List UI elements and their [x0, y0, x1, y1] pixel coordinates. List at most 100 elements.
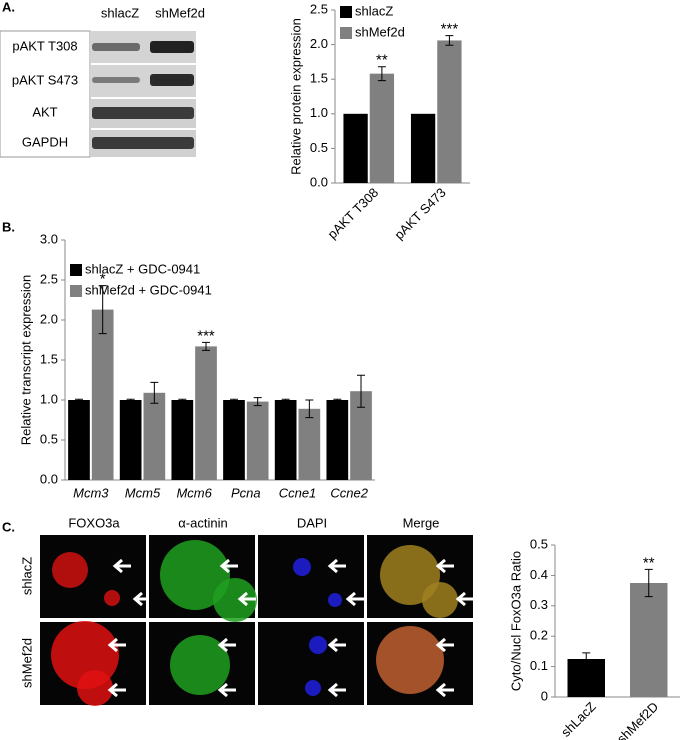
- bar: [437, 40, 462, 183]
- error-bar: [582, 652, 591, 666]
- error-bar: [178, 398, 187, 402]
- y-tick-label: 1.5: [40, 351, 58, 366]
- arrow: [217, 682, 228, 698]
- cell: [309, 636, 327, 654]
- y-tick-label: 3.0: [40, 231, 58, 246]
- error-bar: [126, 398, 135, 402]
- arrow: [435, 682, 446, 698]
- error-bar: [281, 398, 290, 402]
- blot-row: pAKT S473: [12, 72, 78, 87]
- y-axis-label: Relative protein expression: [288, 18, 303, 175]
- panel-label: B.: [2, 219, 15, 234]
- y-tick-label: 0: [541, 688, 548, 703]
- x-tick-label: Mcm3: [73, 485, 109, 500]
- x-tick-label: Ccne1: [279, 485, 317, 500]
- arrow: [435, 637, 446, 653]
- arrow: [132, 591, 143, 607]
- bar: [91, 309, 114, 480]
- micro-column: DAPI: [297, 515, 327, 530]
- bar: [369, 73, 395, 183]
- band: [92, 43, 140, 51]
- legend-label: shMef2d: [355, 24, 405, 39]
- y-tick-label: 0.5: [40, 431, 58, 446]
- y-tick-label: 0.0: [310, 174, 328, 189]
- error-bar: [229, 398, 238, 402]
- cell: [422, 582, 458, 618]
- western-blot: shlacZ shMef2d pAKT T308 pAKT S473 AKT G…: [0, 5, 205, 158]
- cell: [52, 552, 88, 588]
- x-tick-label: pAKT T308: [325, 185, 382, 242]
- bar: [350, 391, 372, 480]
- y-tick-label: 0.0: [40, 471, 58, 486]
- y-tick-label: 0.5: [310, 140, 328, 155]
- y-tick-label: 1.0: [40, 391, 58, 406]
- arrow: [107, 637, 118, 653]
- blot-column: shMef2d: [155, 5, 205, 20]
- micro-column: Merge: [403, 515, 440, 530]
- blot-row: pAKT T308: [12, 38, 77, 53]
- y-tick-label: 2.0: [40, 311, 58, 326]
- error-bar: [644, 568, 653, 598]
- panel-label: C.: [2, 519, 15, 534]
- x-tick-label: Mcm5: [125, 485, 161, 500]
- x-tick-label: shLacZ: [558, 699, 599, 740]
- arrow: [327, 637, 338, 653]
- bar: [143, 392, 166, 480]
- significance: ***: [197, 327, 215, 344]
- y-tick-label: 1.5: [310, 71, 328, 86]
- significance: **: [376, 52, 388, 69]
- arrow: [219, 558, 230, 574]
- bar: [298, 408, 321, 480]
- legend-label: shlacZ: [355, 3, 393, 18]
- cell: [77, 670, 113, 706]
- band: [92, 77, 140, 83]
- bar: [68, 400, 90, 480]
- x-tick-label: Pcna: [231, 485, 261, 500]
- x-tick-label: Ccne2: [330, 485, 368, 500]
- band: [150, 41, 194, 53]
- bar: [119, 400, 142, 480]
- bar: [223, 400, 245, 480]
- band: [92, 107, 194, 119]
- error-bar: [305, 399, 314, 419]
- cell: [160, 540, 230, 610]
- significance: *: [100, 271, 106, 288]
- blot-column: shlacZ: [101, 5, 139, 20]
- arrow: [237, 591, 248, 607]
- y-tick-label: 2.0: [310, 36, 328, 51]
- y-axis-label: Relative transcript expression: [18, 275, 33, 446]
- y-tick-label: 0.2: [530, 628, 548, 643]
- cell: [104, 590, 120, 606]
- bar: [246, 401, 269, 480]
- bar: [326, 400, 349, 480]
- legend-swatch: [340, 27, 352, 39]
- bar: [410, 113, 436, 183]
- legend-label: shMef2d + GDC-0941: [85, 282, 212, 297]
- error-bar: [357, 374, 366, 408]
- micro-column: FOXO3a: [68, 515, 120, 530]
- label-box: [0, 30, 91, 158]
- arrow: [345, 591, 356, 607]
- band: [150, 74, 194, 86]
- bar: [343, 113, 368, 183]
- y-tick-label: 1.0: [310, 105, 328, 120]
- cell: [293, 558, 311, 576]
- error-bar: [202, 341, 211, 351]
- micrograph: [258, 535, 364, 618]
- legend-label: shlacZ + GDC-0941: [85, 261, 200, 276]
- cell: [376, 626, 444, 694]
- arrow: [327, 558, 338, 574]
- band: [92, 137, 194, 149]
- bar: [171, 400, 194, 480]
- legend-swatch: [70, 285, 82, 297]
- x-tick-label: pAKT S473: [391, 185, 448, 242]
- arrow: [112, 558, 123, 574]
- cell: [380, 545, 440, 605]
- cell: [213, 578, 257, 622]
- legend-swatch: [70, 264, 82, 276]
- cell: [328, 593, 342, 607]
- blot-row: GAPDH: [22, 134, 68, 149]
- y-tick-label: 0.5: [530, 536, 548, 551]
- legend-swatch: [340, 6, 352, 18]
